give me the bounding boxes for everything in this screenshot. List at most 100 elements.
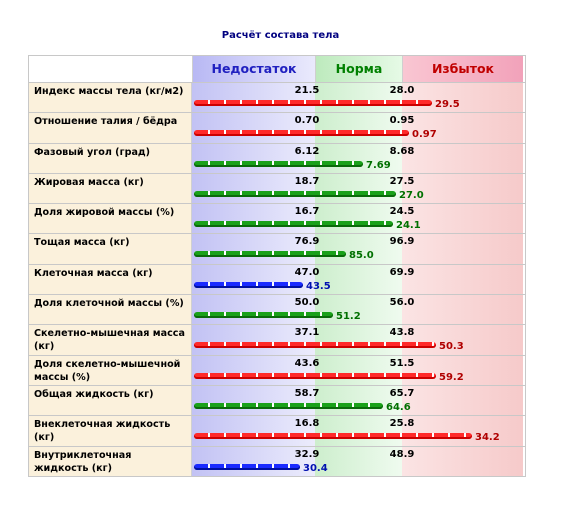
table-row: Доля клеточной массы (%) 50.0 56.0 51.2 <box>29 294 525 325</box>
zone-high <box>402 173 523 204</box>
row-scale: 58.7 65.7 64.6 <box>192 385 523 416</box>
value-bar <box>194 463 300 470</box>
row-label: Доля клеточной массы (%) <box>29 295 192 325</box>
measured-value: 24.1 <box>396 220 421 232</box>
row-label: Внеклеточная жидкость (кг) <box>29 416 192 446</box>
measured-value: 7.69 <box>366 159 391 171</box>
row-label: Тощая масса (кг) <box>29 234 192 264</box>
norm-lower-bound: 37.1 <box>294 327 320 339</box>
row-scale: 0.70 0.95 0.97 <box>192 113 523 143</box>
norm-lower-bound: 0.70 <box>294 115 320 127</box>
row-label: Общая жидкость (кг) <box>29 385 192 416</box>
zone-high <box>402 295 523 325</box>
zone-low <box>192 385 315 416</box>
table-row: Клеточная масса (кг) 47.0 69.9 43.5 <box>29 263 525 295</box>
value-bar <box>194 251 346 258</box>
zone-high <box>402 264 523 295</box>
norm-upper-bound: 28.0 <box>389 85 415 96</box>
measured-value: 0.97 <box>412 129 437 141</box>
table-row: Индекс массы тела (кг/м2) 21.5 28.0 29.5 <box>29 82 525 113</box>
zone-low <box>192 355 315 385</box>
table-row: Доля скелетно-мышечной массы (%) 43.6 51.5… <box>29 354 525 385</box>
zone-low <box>192 416 315 446</box>
value-bar <box>194 281 303 288</box>
row-scale: 16.8 25.8 34.2 <box>192 416 523 446</box>
measured-value: 51.2 <box>336 311 361 323</box>
header-norm: Норма <box>315 56 402 82</box>
norm-lower-bound: 76.9 <box>294 236 320 248</box>
measured-value: 43.5 <box>306 280 331 292</box>
row-label: Фазовый угол (град) <box>29 143 192 173</box>
measured-value: 50.3 <box>439 341 464 353</box>
value-bar <box>194 372 436 379</box>
zone-low <box>192 325 315 355</box>
norm-lower-bound: 16.8 <box>294 418 320 430</box>
norm-lower-bound: 18.7 <box>294 175 320 187</box>
row-label: Скелетно-мышечная масса (кг) <box>29 325 192 355</box>
row-scale: 47.0 69.9 43.5 <box>192 264 523 295</box>
zone-norm <box>315 416 402 446</box>
zone-low <box>192 113 315 143</box>
row-scale: 37.1 43.8 50.3 <box>192 325 523 355</box>
norm-lower-bound: 16.7 <box>294 206 320 218</box>
zone-low <box>192 83 315 113</box>
zone-norm <box>315 113 402 143</box>
norm-lower-bound: 43.6 <box>294 357 320 369</box>
zone-low <box>192 446 315 476</box>
zone-low <box>192 234 315 264</box>
header-low: Недостаток <box>192 56 315 82</box>
zone-low <box>192 264 315 295</box>
zone-high <box>402 325 523 355</box>
zone-norm <box>315 295 402 325</box>
measured-value: 27.0 <box>399 189 424 201</box>
zone-high <box>402 83 523 113</box>
norm-lower-bound: 50.0 <box>294 297 320 309</box>
norm-upper-bound: 25.8 <box>389 418 415 430</box>
row-label: Доля скелетно-мышечной массы (%) <box>29 355 192 385</box>
header-high: Избыток <box>402 56 523 82</box>
table-row: Фазовый угол (град) 6.12 8.68 7.69 <box>29 142 525 173</box>
row-label: Доля жировой массы (%) <box>29 204 192 234</box>
value-bar <box>194 433 472 440</box>
measured-value: 64.6 <box>386 401 411 413</box>
row-label: Индекс массы тела (кг/м2) <box>29 83 192 113</box>
row-label: Отношение талия / бёдра <box>29 113 192 143</box>
table-row: Общая жидкость (кг) 58.7 65.7 64.6 <box>29 384 525 416</box>
zone-norm <box>315 446 402 476</box>
zone-norm <box>315 264 402 295</box>
row-label: Внутриклеточная жидкость (кг) <box>29 446 192 476</box>
norm-lower-bound: 47.0 <box>294 266 320 278</box>
measured-value: 85.0 <box>349 250 374 262</box>
zone-low <box>192 295 315 325</box>
row-scale: 16.7 24.5 24.1 <box>192 204 523 234</box>
page-title: Расчёт состава тела <box>221 30 340 41</box>
norm-upper-bound: 48.9 <box>389 448 415 460</box>
table-row: Внутриклеточная жидкость (кг) 32.9 48.9 30.… <box>29 445 525 476</box>
norm-upper-bound: 69.9 <box>389 266 415 278</box>
header-blank <box>29 56 192 82</box>
value-bar <box>194 402 383 409</box>
norm-upper-bound: 51.5 <box>389 357 415 369</box>
table-row: Доля жировой массы (%) 16.7 24.5 24.1 <box>29 203 525 234</box>
norm-upper-bound: 0.95 <box>389 115 415 127</box>
table-row: Отношение талия / бёдра 0.70 0.95 0.97 <box>29 112 525 143</box>
zone-norm <box>315 173 402 204</box>
zone-low <box>192 204 315 234</box>
value-bar <box>194 312 333 319</box>
zone-high <box>402 355 523 385</box>
row-scale: 6.12 8.68 7.69 <box>192 143 523 173</box>
norm-lower-bound: 32.9 <box>294 448 320 460</box>
zone-norm <box>315 355 402 385</box>
value-bar <box>194 190 396 197</box>
norm-lower-bound: 58.7 <box>294 387 320 399</box>
row-label: Клеточная масса (кг) <box>29 264 192 295</box>
norm-upper-bound: 27.5 <box>389 175 415 187</box>
row-label: Жировая масса (кг) <box>29 173 192 204</box>
measured-value: 29.5 <box>435 99 460 110</box>
value-bar <box>194 160 363 167</box>
norm-upper-bound: 8.68 <box>389 145 415 157</box>
zone-norm <box>315 143 402 173</box>
zone-norm <box>315 385 402 416</box>
body-composition-table: Недостаток Норма Избыток Индекс массы те… <box>28 55 526 477</box>
value-bar <box>194 130 409 137</box>
